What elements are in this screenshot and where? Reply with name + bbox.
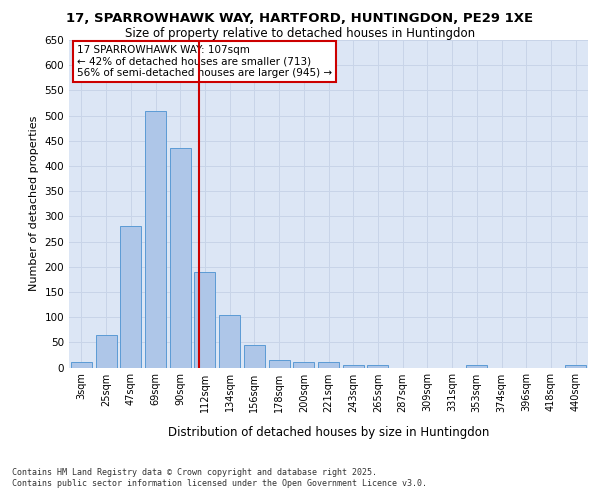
Text: Size of property relative to detached houses in Huntingdon: Size of property relative to detached ho…: [125, 28, 475, 40]
Bar: [95, 335, 116, 368]
Bar: [170, 148, 191, 368]
Bar: [71, 362, 92, 368]
Text: 17 SPARROWHAWK WAY: 107sqm
← 42% of detached houses are smaller (713)
56% of sem: 17 SPARROWHAWK WAY: 107sqm ← 42% of deta…: [77, 45, 332, 78]
Text: 17, SPARROWHAWK WAY, HARTFORD, HUNTINGDON, PE29 1XE: 17, SPARROWHAWK WAY, HARTFORD, HUNTINGDO…: [67, 12, 533, 26]
Bar: [293, 362, 314, 368]
Bar: [318, 362, 339, 368]
Bar: [145, 110, 166, 368]
Bar: [343, 365, 364, 368]
Bar: [219, 314, 240, 368]
Text: Distribution of detached houses by size in Huntingdon: Distribution of detached houses by size …: [168, 426, 490, 439]
Text: Contains HM Land Registry data © Crown copyright and database right 2025.
Contai: Contains HM Land Registry data © Crown c…: [12, 468, 427, 487]
Y-axis label: Number of detached properties: Number of detached properties: [29, 116, 39, 292]
Bar: [244, 345, 265, 368]
Bar: [565, 365, 586, 368]
Bar: [466, 365, 487, 368]
Bar: [194, 272, 215, 368]
Bar: [269, 360, 290, 368]
Bar: [367, 365, 388, 368]
Bar: [120, 226, 141, 368]
